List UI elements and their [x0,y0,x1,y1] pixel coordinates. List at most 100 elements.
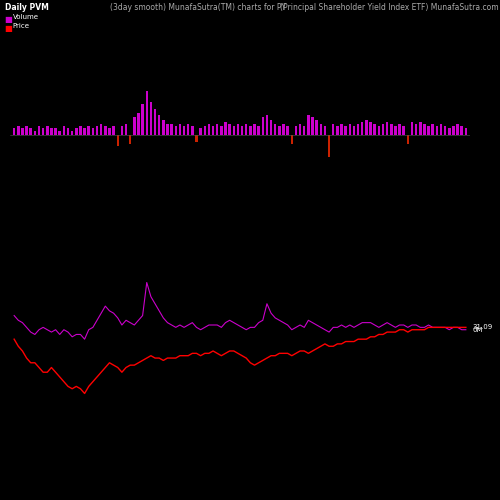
Bar [432,124,434,135]
Bar [332,124,334,135]
Text: (Principal Shareholder Yield Index ETF) MunafaSutra.com: (Principal Shareholder Yield Index ETF) … [280,2,498,12]
Bar [270,120,272,135]
Bar [137,113,140,135]
Bar [220,126,222,135]
Bar [62,126,65,135]
Bar [398,124,401,135]
Bar [133,118,136,135]
Bar [17,126,20,135]
Text: Volume: Volume [12,14,38,20]
Bar [365,120,368,135]
Bar [464,128,467,135]
Bar [228,124,231,135]
Text: (3day smooth) MunafaSutra(TM) charts for PY: (3day smooth) MunafaSutra(TM) charts for… [110,2,286,12]
Bar [232,126,235,135]
Bar [50,128,52,135]
Bar [42,128,44,135]
Bar [386,122,388,135]
Bar [158,115,160,135]
Bar [13,128,16,135]
Text: ■: ■ [4,24,12,33]
Bar [125,124,128,135]
Bar [328,135,330,157]
Bar [254,124,256,135]
Bar [344,126,347,135]
Bar [316,120,318,135]
Bar [282,124,285,135]
Bar [312,118,314,135]
Bar [382,124,384,135]
Bar [448,128,450,135]
Bar [75,128,78,135]
Bar [394,126,396,135]
Bar [352,126,355,135]
Bar [278,126,280,135]
Bar [84,128,86,135]
Bar [406,135,409,144]
Bar [116,135,119,146]
Bar [258,126,260,135]
Bar [178,124,181,135]
Bar [324,126,326,135]
Bar [67,128,70,135]
Bar [428,126,430,135]
Bar [402,126,405,135]
Bar [79,126,82,135]
Bar [249,126,252,135]
Bar [336,126,338,135]
Bar [46,126,48,135]
Bar [21,128,24,135]
Bar [357,124,360,135]
Bar [274,124,276,135]
Bar [410,122,413,135]
Bar [92,128,94,135]
Bar [150,102,152,135]
Bar [200,128,202,135]
Bar [266,115,268,135]
Bar [436,126,438,135]
Bar [30,128,32,135]
Bar [299,124,302,135]
Bar [34,130,36,135]
Bar [212,126,214,135]
Bar [423,124,426,135]
Bar [191,126,194,135]
Text: 0M: 0M [472,326,482,332]
Bar [361,122,364,135]
Bar [104,126,106,135]
Bar [112,126,115,135]
Bar [183,126,186,135]
Bar [262,118,264,135]
Bar [390,124,392,135]
Bar [348,124,351,135]
Bar [162,120,164,135]
Bar [224,122,226,135]
Bar [142,104,144,135]
Bar [100,124,102,135]
Bar [460,126,463,135]
Bar [236,124,239,135]
Bar [170,124,173,135]
Bar [294,126,297,135]
Bar [208,124,210,135]
Bar [303,126,306,135]
Bar [378,126,380,135]
Bar [290,135,293,144]
Bar [195,135,198,141]
Bar [71,130,74,135]
Bar [129,135,132,144]
Bar [444,126,446,135]
Bar [58,130,61,135]
Bar [245,124,248,135]
Bar [108,128,110,135]
Bar [370,122,372,135]
Bar [54,128,57,135]
Bar [419,122,422,135]
Bar [440,124,442,135]
Bar [456,124,459,135]
Bar [320,124,322,135]
Bar [374,124,376,135]
Bar [452,126,454,135]
Bar [88,126,90,135]
Bar [38,126,40,135]
